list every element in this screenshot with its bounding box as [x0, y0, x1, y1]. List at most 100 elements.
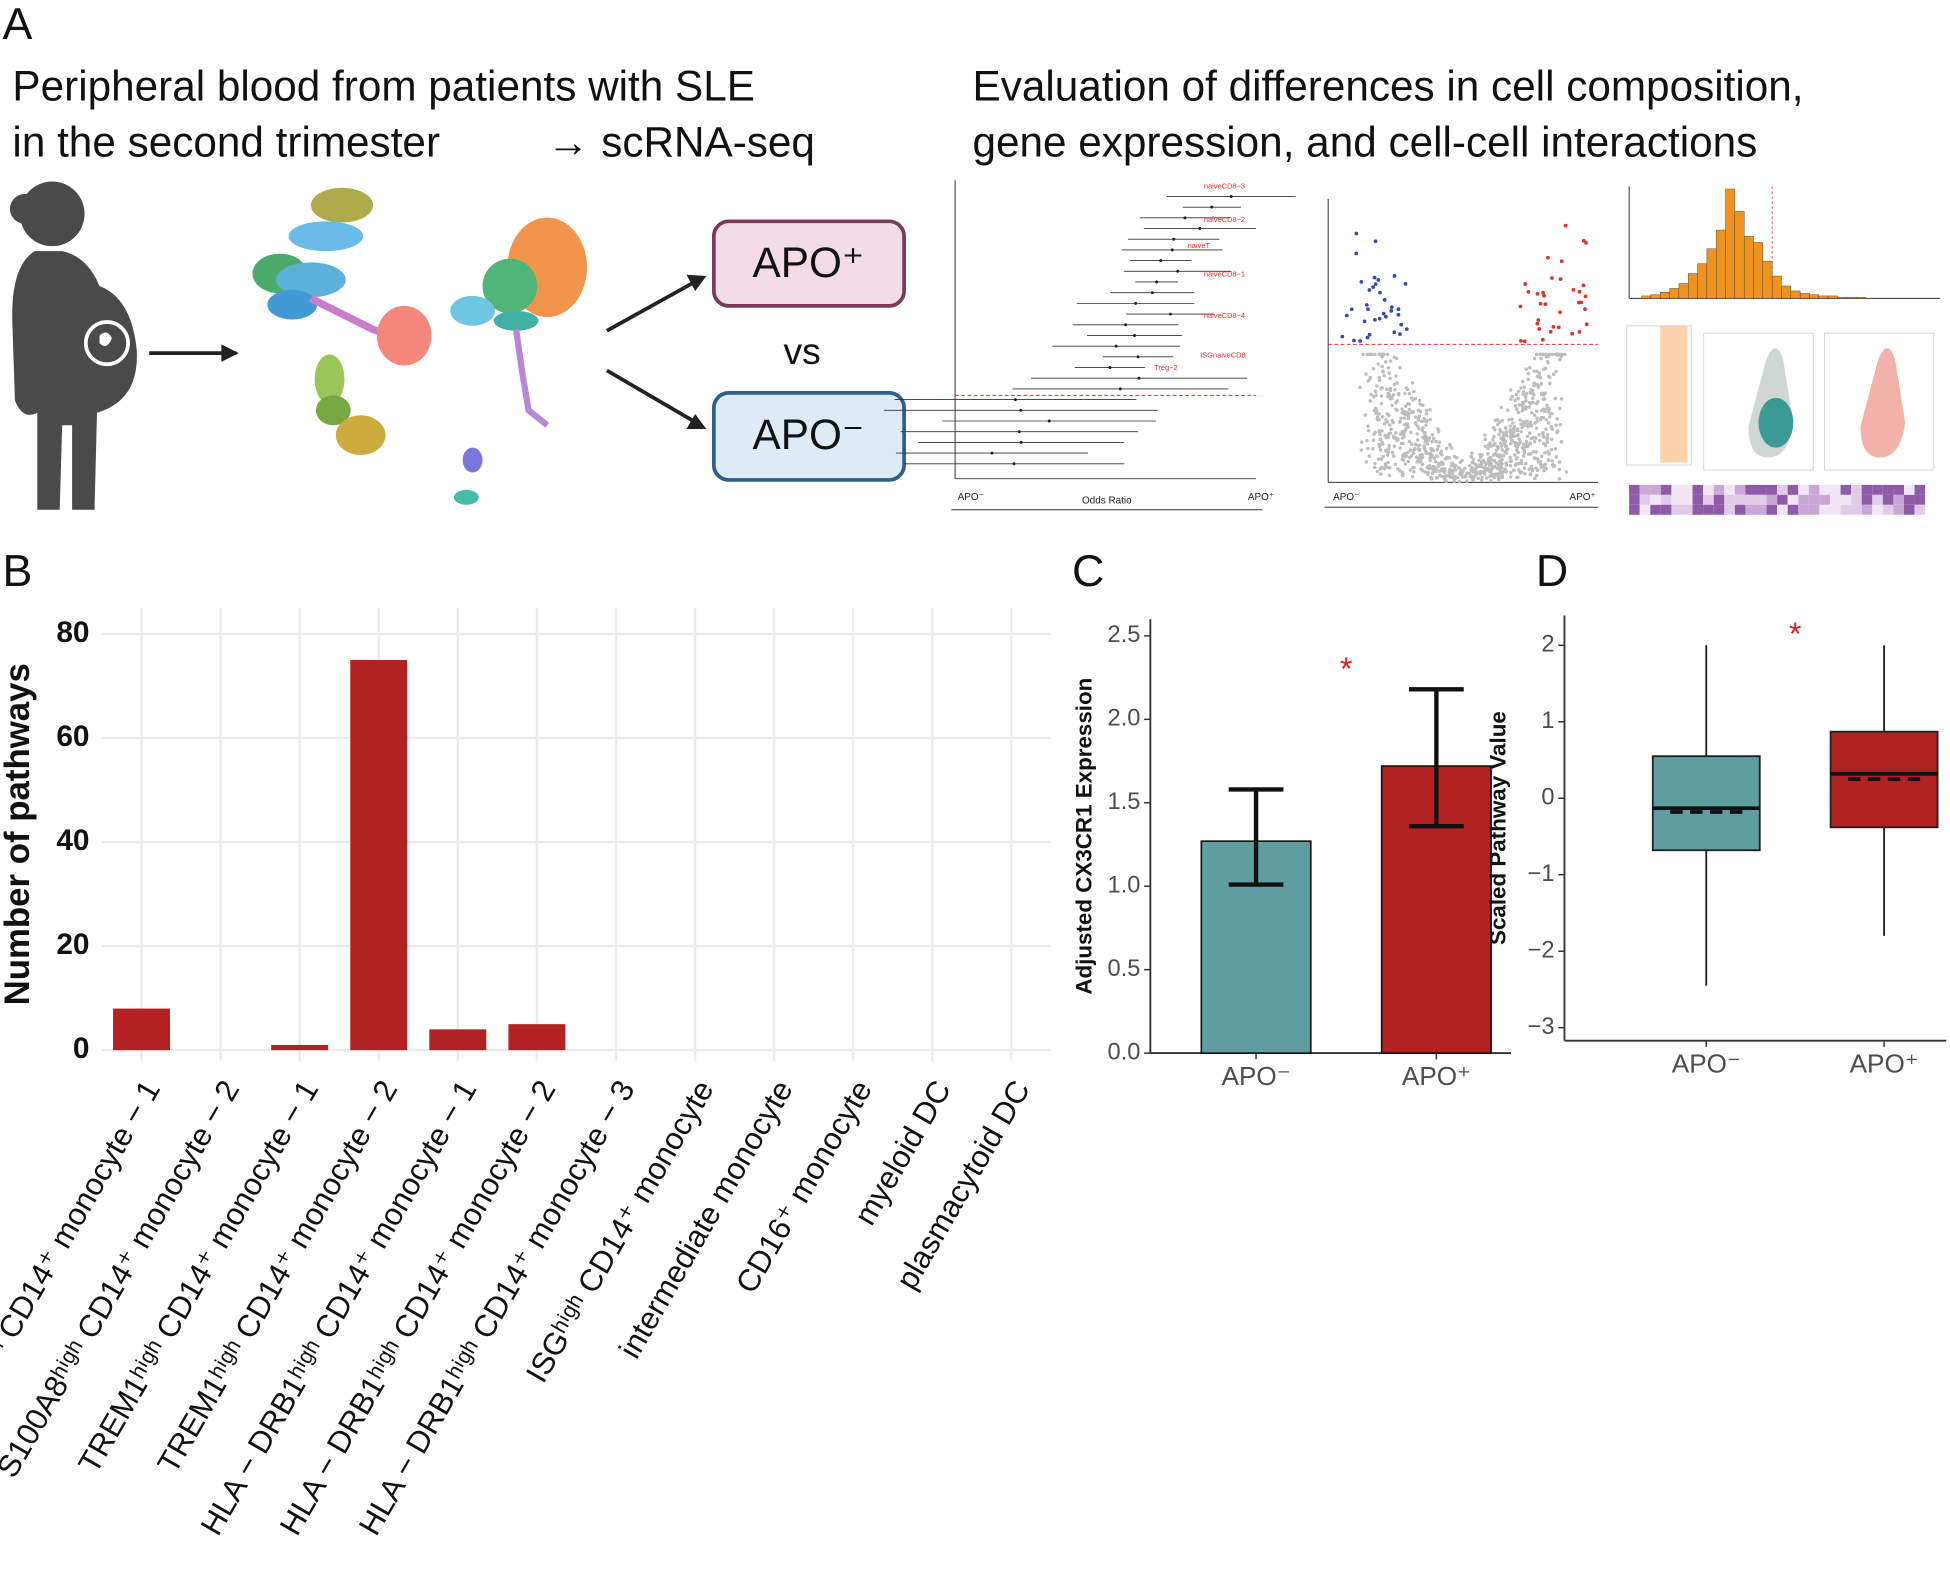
thumb-cell	[1819, 494, 1830, 505]
x-tick-label: APO⁺	[1402, 1061, 1471, 1091]
thumb-dot	[1529, 464, 1534, 469]
thumb-dot	[1543, 462, 1548, 466]
thumb-dot	[1523, 394, 1528, 399]
thumb-dot	[1404, 454, 1409, 458]
thumb-dot	[1366, 446, 1370, 451]
thumb-dot	[1374, 393, 1378, 397]
thumb-cell	[1914, 504, 1926, 515]
thumb-cell	[1851, 504, 1862, 515]
y-tick-label: 2	[1541, 632, 1554, 658]
thumb-dot	[1533, 476, 1537, 481]
thumb-dot	[1420, 428, 1425, 433]
thumb-dot	[1413, 447, 1417, 452]
thumb-dot	[1398, 419, 1402, 424]
thumb-dot	[1420, 462, 1425, 467]
thumb-dot	[1424, 411, 1429, 416]
thumb-dot	[1557, 460, 1562, 464]
thumb-dot	[1425, 442, 1430, 446]
y-tick-label: 0.0	[1108, 1039, 1141, 1065]
thumb-dot	[1391, 393, 1396, 397]
thumb-dot	[1551, 464, 1556, 468]
thumb-cell	[1660, 494, 1672, 505]
thumb-dot	[1372, 275, 1377, 280]
thumb-cell	[1660, 504, 1672, 515]
thumb-dot	[1183, 216, 1187, 220]
thumb-dot	[1535, 468, 1540, 473]
thumb-label: Treg−2	[1154, 363, 1178, 372]
thumb-dot	[1541, 290, 1545, 295]
group-label: APO⁻	[753, 411, 865, 458]
thumb-dot	[1417, 414, 1422, 418]
thumb-dot	[1467, 471, 1472, 476]
thumb-dot	[1519, 470, 1524, 474]
thumb-dot	[1390, 450, 1395, 455]
thumb-dot	[1538, 417, 1543, 422]
thumb-label: naiveCD8−3	[1204, 181, 1245, 190]
thumb-dot	[1496, 422, 1500, 427]
thumb-dot	[1372, 465, 1377, 470]
thumb-dot	[1170, 248, 1174, 252]
thumb-dot	[1545, 406, 1550, 411]
thumb-dot	[1380, 429, 1384, 433]
thumb-dot	[1535, 416, 1539, 420]
thumb-dot	[1450, 469, 1455, 474]
thumb-dot	[1523, 282, 1528, 286]
heading: → scRNA-seq	[547, 119, 815, 166]
thumb-dot	[1479, 478, 1484, 483]
thumb-dot	[1373, 389, 1378, 394]
thumb-dot	[1373, 461, 1377, 466]
thumb-dot	[1368, 399, 1372, 403]
thumb-dot	[1499, 405, 1503, 410]
thumb-cell	[1840, 484, 1852, 495]
thumb-dot	[1535, 419, 1539, 424]
thumb-dot	[1522, 339, 1527, 344]
thumb-dot	[1486, 452, 1490, 456]
thumb-dot	[1409, 430, 1413, 435]
thumb-dot	[1428, 408, 1432, 412]
thumb-cell	[1777, 484, 1788, 495]
thumb-dot	[1557, 476, 1562, 481]
thumb-dot	[1547, 452, 1551, 456]
thumb-dot	[1563, 223, 1568, 228]
thumb-dot	[1394, 374, 1398, 378]
thumb-dot	[1447, 470, 1451, 474]
thumb-dot	[1562, 352, 1567, 357]
thumb-dot	[1579, 300, 1584, 305]
thumb-dot	[1379, 387, 1383, 391]
thumb-dot	[1536, 318, 1541, 322]
thumb-dot	[1551, 372, 1556, 376]
thumb-dot	[1403, 462, 1408, 466]
thumb-dot	[1412, 389, 1416, 394]
thumb-dot	[1539, 462, 1543, 467]
thumb-dot	[1376, 457, 1381, 461]
thumb-dot	[1536, 457, 1540, 461]
thumb-dot	[1538, 301, 1543, 306]
thumb-dot	[1457, 479, 1462, 484]
thumb-dot	[1510, 438, 1514, 443]
thumb-dot	[1526, 452, 1531, 456]
thumb-dot	[1413, 415, 1418, 419]
thumb-dot	[1409, 442, 1414, 446]
thumb-dot	[1344, 313, 1349, 318]
thumb-cell	[1766, 494, 1778, 505]
thumb-dot	[1365, 438, 1369, 443]
thumb-dot	[1409, 396, 1414, 400]
thumb-dot	[1490, 467, 1494, 471]
thumb-dot	[1546, 255, 1550, 260]
thumb-cell	[1713, 494, 1725, 505]
arrow-head	[686, 274, 707, 291]
arrow-head	[221, 344, 239, 362]
thumb-dot	[1519, 422, 1523, 426]
bar	[113, 1008, 170, 1051]
significance: *	[1789, 616, 1802, 652]
thumb-dot	[1426, 464, 1430, 469]
thumb-cell	[1650, 484, 1661, 495]
thumb-dot	[1550, 352, 1554, 357]
thumb-dot	[1539, 382, 1544, 386]
thumb-dot	[1544, 427, 1548, 431]
thumb-dot	[1468, 474, 1473, 479]
thumb-dot	[1524, 407, 1528, 411]
thumb-dot	[1494, 472, 1499, 476]
thumb-dot	[1535, 291, 1540, 296]
thumb-dot	[1378, 472, 1383, 476]
